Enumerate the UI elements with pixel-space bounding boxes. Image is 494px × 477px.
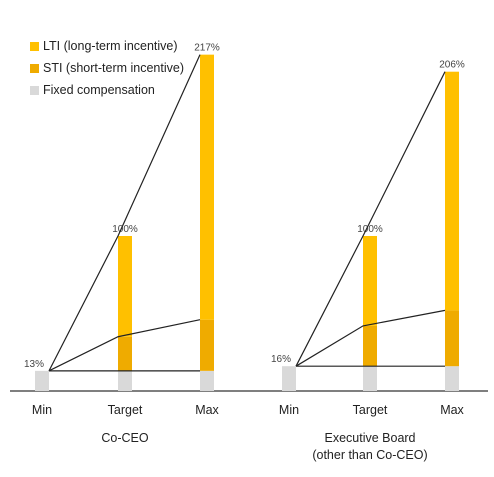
total-label: 100% (112, 224, 138, 235)
group-label: (other than Co-CEO) (312, 448, 427, 462)
x-tick-label: Target (353, 403, 388, 417)
bar-lti (445, 71, 459, 311)
legend-item-fixed: Fixed compensation (30, 82, 190, 98)
connector-total (295, 71, 446, 367)
x-tick-label: Min (279, 403, 299, 417)
bar-lti (118, 236, 132, 337)
legend-item-lti: LTI (long-term incentive) (30, 38, 190, 54)
bar-lti (363, 236, 377, 326)
x-tick-label: Min (32, 403, 52, 417)
bar-fixed (118, 370, 132, 391)
x-tick-label: Max (440, 403, 464, 417)
connector-sti (295, 309, 446, 367)
bar-fixed (445, 366, 459, 391)
bar-sti (200, 319, 214, 371)
total-label: 217% (194, 43, 220, 54)
bar-sti (118, 336, 132, 371)
bar-fixed (363, 366, 377, 391)
legend: LTI (long-term incentive) STI (short-ter… (30, 38, 190, 104)
x-tick-label: Target (108, 403, 143, 417)
connector-total (48, 54, 201, 372)
legend-swatch-fixed (30, 86, 39, 95)
bar-fixed (35, 370, 49, 391)
group-label: Executive Board (324, 431, 415, 445)
bar-sti (445, 310, 459, 367)
total-label: 16% (271, 354, 291, 365)
bar-fixed (200, 370, 214, 391)
total-label: 206% (439, 60, 465, 71)
bar-sti (363, 325, 377, 367)
legend-label-fixed: Fixed compensation (43, 83, 155, 97)
connector-sti (48, 319, 201, 372)
total-label: 13% (24, 359, 44, 370)
legend-item-sti: STI (short-term incentive) (30, 60, 190, 76)
legend-swatch-sti (30, 64, 39, 73)
total-label: 100% (357, 224, 383, 235)
legend-label-lti: LTI (long-term incentive) (43, 39, 178, 53)
bar-lti (200, 54, 214, 320)
group-label: Co-CEO (101, 431, 149, 445)
legend-label-sti: STI (short-term incentive) (43, 61, 185, 75)
bar-fixed (282, 366, 296, 391)
x-tick-label: Max (195, 403, 219, 417)
legend-swatch-lti (30, 42, 39, 51)
